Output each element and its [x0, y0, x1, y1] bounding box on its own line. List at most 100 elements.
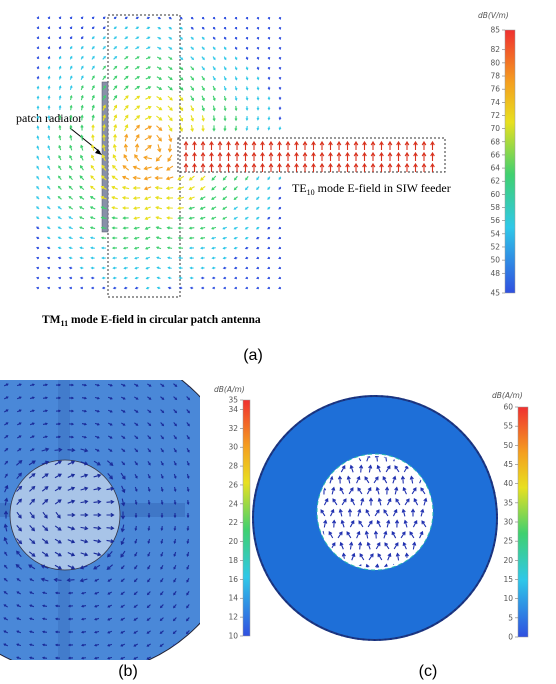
- field-arrow: [135, 106, 140, 110]
- field-arrow: [113, 86, 116, 90]
- field-arrow: [80, 217, 84, 219]
- field-arrow: [257, 277, 259, 279]
- field-arrow: [268, 107, 270, 110]
- field-arrow: [235, 37, 237, 39]
- colorbar-tick-label: 30: [228, 443, 238, 452]
- field-arrow: [135, 247, 139, 249]
- field-arrow: [212, 197, 216, 200]
- field-arrow: [155, 166, 162, 169]
- field-arrow: [69, 186, 72, 189]
- edge-current: [413, 401, 415, 403]
- edge-current: [270, 453, 272, 455]
- field-arrow: [48, 197, 51, 200]
- colorbar-tick-label: 70: [490, 124, 500, 133]
- field-arrow: [179, 267, 182, 269]
- field-arrow: [279, 277, 281, 279]
- field-arrow: [59, 96, 61, 100]
- colorbar-tick-label: 15: [503, 575, 513, 584]
- field-arrow: [59, 247, 62, 249]
- field-arrow: [235, 237, 238, 239]
- field-arrow: [397, 164, 401, 172]
- edge-current: [254, 538, 256, 540]
- field-arrow: [37, 287, 39, 289]
- field-arrow: [114, 57, 117, 60]
- field-arrow: [167, 207, 173, 210]
- field-arrow: [145, 187, 151, 190]
- field-arrow: [388, 142, 392, 150]
- field-arrow: [235, 257, 238, 259]
- field-arrow: [157, 87, 162, 90]
- field-arrow: [191, 287, 193, 289]
- edge-current: [287, 432, 289, 434]
- field-arrow: [113, 145, 116, 151]
- field-arrow: [223, 227, 227, 229]
- field-arrow: [405, 153, 409, 161]
- field-arrow: [354, 153, 358, 161]
- field-arrow: [213, 277, 215, 279]
- field-arrow: [235, 96, 237, 100]
- field-arrow: [213, 17, 215, 19]
- field-arrow: [257, 177, 259, 180]
- field-arrow: [125, 17, 127, 19]
- field-arrow: [81, 96, 83, 100]
- field-arrow: [70, 176, 73, 180]
- field-arrow: [268, 77, 270, 79]
- field-arrow: [134, 217, 139, 219]
- edge-current: [471, 442, 473, 444]
- field-arrow: [320, 164, 324, 172]
- field-arrow: [268, 287, 270, 289]
- edge-current: [352, 637, 354, 639]
- field-arrow: [48, 257, 50, 259]
- field-arrow: [135, 57, 139, 59]
- field-arrow: [246, 277, 248, 279]
- edge-current: [495, 503, 497, 505]
- edge-current: [496, 522, 498, 524]
- panel-label: (c): [419, 663, 438, 680]
- edge-current: [454, 609, 456, 611]
- field-arrow: [279, 237, 281, 239]
- edge-current: [331, 631, 333, 633]
- field-arrow: [191, 86, 194, 90]
- field-arrow: [257, 197, 259, 199]
- field-arrow: [102, 257, 105, 259]
- edge-current: [491, 481, 493, 483]
- field-arrow: [268, 257, 270, 259]
- field-arrow: [295, 153, 299, 161]
- field-arrow: [135, 135, 139, 141]
- field-arrow: [123, 176, 129, 179]
- field-arrow: [246, 116, 248, 120]
- edge-current: [441, 619, 443, 621]
- field-arrow: [59, 176, 62, 179]
- colorbar-tick-label: 55: [503, 422, 513, 431]
- field-arrow: [157, 47, 160, 49]
- edge-current: [357, 638, 359, 640]
- field-arrow: [70, 267, 72, 269]
- field-arrow: [48, 247, 50, 249]
- field-arrow: [246, 37, 248, 39]
- edge-current: [395, 637, 397, 639]
- field-arrow: [286, 153, 290, 161]
- edge-current: [346, 636, 348, 638]
- field-arrow: [363, 153, 367, 161]
- colorbar-tick-label: 56: [490, 216, 500, 225]
- edge-current: [493, 492, 495, 494]
- field-arrow: [244, 164, 248, 172]
- field-arrow: [246, 227, 249, 229]
- field-arrow: [218, 153, 222, 161]
- field-arrow: [103, 37, 105, 39]
- field-arrow: [114, 47, 117, 49]
- field-arrow: [157, 267, 160, 269]
- field-arrow: [268, 177, 270, 180]
- edge-current: [279, 440, 281, 442]
- edge-current: [479, 580, 481, 582]
- edge-current: [285, 601, 287, 603]
- field-arrow: [48, 17, 50, 19]
- field-arrow: [113, 267, 116, 269]
- field-arrow: [312, 153, 316, 161]
- field-arrow: [191, 17, 193, 19]
- field-arrow: [201, 267, 204, 269]
- field-arrow: [193, 164, 197, 172]
- colorbar-tick-label: 52: [490, 242, 500, 251]
- field-arrow: [191, 57, 194, 60]
- field-arrow: [180, 287, 183, 289]
